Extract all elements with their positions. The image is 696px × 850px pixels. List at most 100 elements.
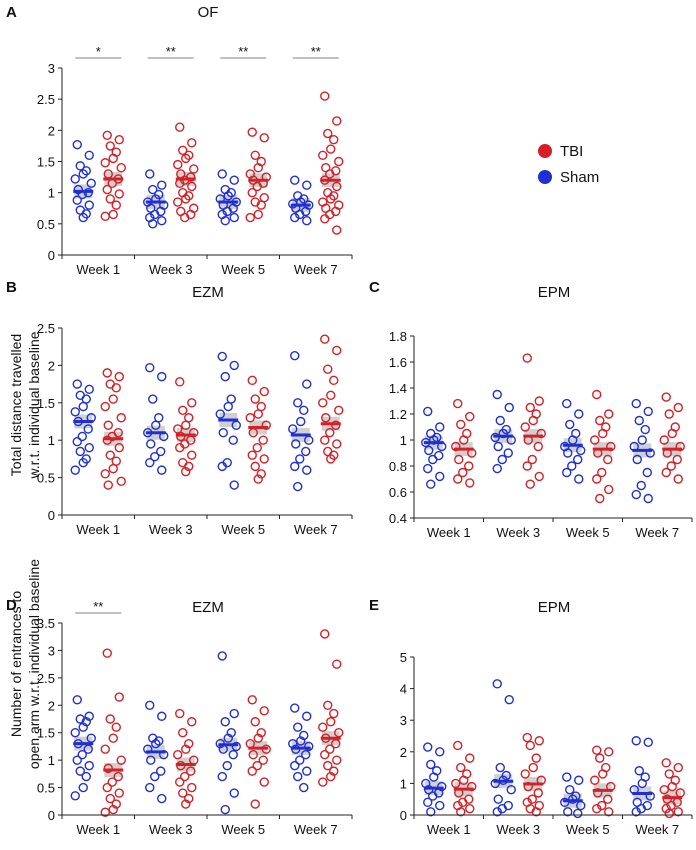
sham-point <box>642 467 652 478</box>
tbi-point <box>173 749 183 760</box>
tbi-point <box>522 732 532 743</box>
tbi-point <box>253 474 263 484</box>
tbi-point <box>534 736 544 746</box>
tbi-point <box>178 145 188 155</box>
tbi-point <box>103 480 113 490</box>
significance-label: * <box>96 44 101 59</box>
tbi-point <box>522 461 532 471</box>
sham-point <box>77 749 87 760</box>
tbi-point <box>334 156 344 167</box>
tbi-point <box>103 420 113 430</box>
sham-point <box>78 212 88 223</box>
tbi-point <box>253 163 263 173</box>
x-tick-label: Week 5 <box>221 822 265 837</box>
sham-point <box>83 424 93 434</box>
sham-point <box>492 679 502 689</box>
tbi-point <box>253 209 263 220</box>
y-tick-label: 1.5 <box>37 155 55 170</box>
tbi-point <box>329 708 339 719</box>
tbi-point <box>597 800 607 811</box>
sham-point <box>637 435 647 445</box>
tbi-point <box>456 419 466 430</box>
tbi-point <box>592 389 602 400</box>
sham-point <box>423 406 433 417</box>
tbi-point <box>247 695 257 705</box>
sham-point <box>506 785 516 795</box>
sham-point <box>84 150 94 160</box>
tbi-point <box>245 212 255 223</box>
sham-point <box>226 187 236 198</box>
sham-point <box>70 174 80 184</box>
tbi-point <box>332 345 342 356</box>
sham-point <box>151 738 161 749</box>
tbi-point <box>111 200 121 210</box>
sham-point <box>223 733 233 743</box>
tbi-point <box>247 375 257 386</box>
sham-point <box>157 180 167 190</box>
tbi-point <box>181 194 191 204</box>
tbi-point <box>100 401 110 412</box>
x-tick-label: Week 7 <box>294 262 338 277</box>
tbi-point <box>661 803 671 814</box>
y-tick-label: 1 <box>400 776 407 791</box>
sham-point <box>503 448 513 458</box>
tbi-point <box>180 771 190 782</box>
sham-point <box>150 209 160 220</box>
sham-point <box>157 793 167 804</box>
sham-point <box>302 180 312 190</box>
sham-point <box>78 722 88 732</box>
y-tick-label: 3.5 <box>37 616 55 631</box>
tbi-point <box>667 781 677 792</box>
y-tick-label: 2.5 <box>37 92 55 107</box>
tbi-point <box>108 804 118 815</box>
tbi-point <box>534 471 544 482</box>
tbi-point <box>320 214 330 224</box>
tbi-point <box>250 717 260 727</box>
tbi-point <box>247 187 257 198</box>
tbi-point <box>181 420 191 430</box>
sham-point <box>428 454 438 465</box>
sham-point <box>634 766 644 776</box>
tbi-point <box>323 364 333 374</box>
sham-point <box>574 474 584 484</box>
sham-point <box>154 736 164 746</box>
y-tick-label: 1.5 <box>37 396 55 411</box>
sham-point <box>299 782 309 793</box>
sham-point <box>435 800 445 811</box>
sham-point <box>75 161 85 171</box>
y-tick-label: 0.8 <box>389 459 407 474</box>
sham-point <box>632 454 642 465</box>
sham-point <box>217 651 227 661</box>
tbi-point <box>332 181 342 192</box>
sham-point <box>573 808 583 819</box>
sham-point <box>84 760 94 771</box>
sham-point <box>492 463 502 474</box>
sham-point <box>72 195 82 205</box>
tbi-point <box>592 745 602 755</box>
sham-point <box>72 695 82 705</box>
tbi-point <box>178 728 188 738</box>
legend-sham-marker <box>538 170 552 184</box>
sham-point <box>145 700 155 710</box>
sham-point <box>504 694 514 705</box>
sham-point <box>231 741 241 752</box>
tbi-point <box>261 420 271 430</box>
sham-point <box>290 350 300 361</box>
sham-point <box>301 749 311 760</box>
tbi-point <box>604 807 614 817</box>
tbi-point <box>116 755 126 765</box>
tbi-point <box>184 150 194 160</box>
y-tick-label: 2.5 <box>37 671 55 686</box>
y-tick-label: 0.6 <box>389 485 407 500</box>
tbi-point <box>116 163 126 173</box>
sham-point <box>640 424 650 435</box>
sham-point <box>220 717 230 727</box>
tbi-point <box>250 394 260 404</box>
sham-point <box>296 736 306 746</box>
sham-point <box>156 446 166 457</box>
x-tick-label: Week 1 <box>76 822 120 837</box>
tbi-point <box>531 753 541 763</box>
tbi-point <box>189 164 199 174</box>
sham-point <box>290 212 300 223</box>
tbi-point <box>114 371 124 382</box>
